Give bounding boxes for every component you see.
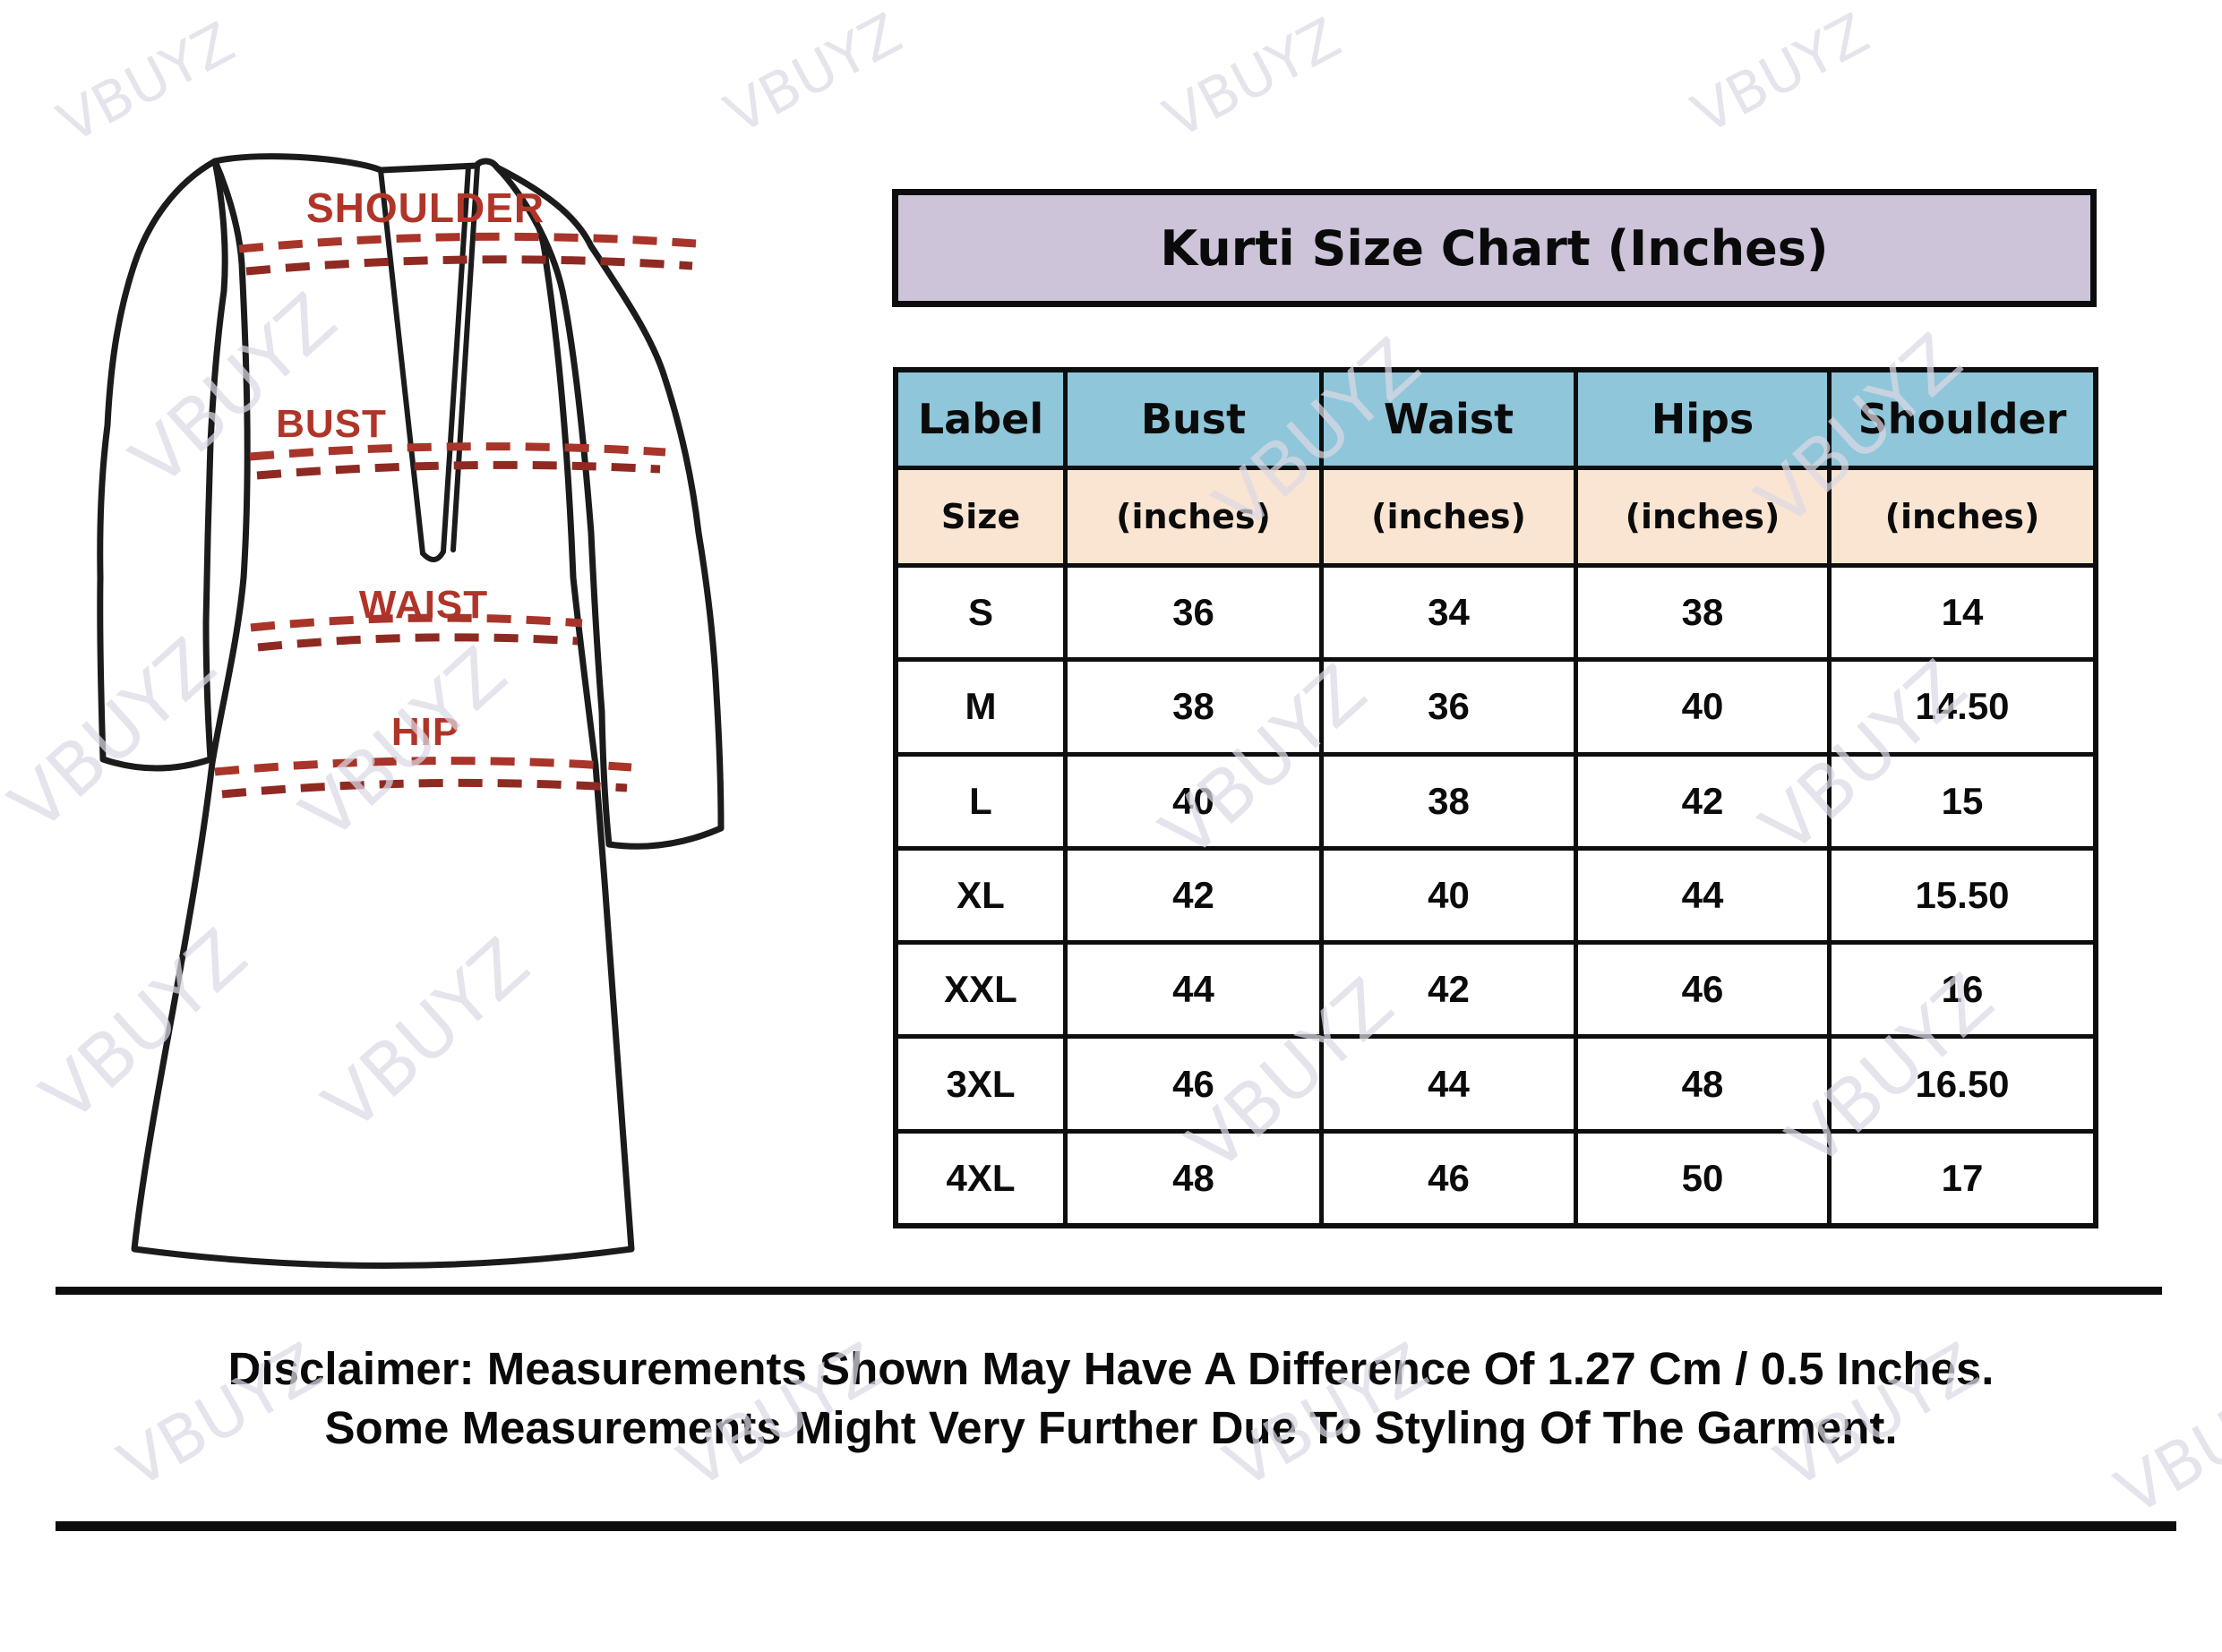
watermark-text: VBUYZ bbox=[1681, 0, 1880, 147]
disclaimer-text: Disclaimer: Measurements Shown May Have … bbox=[0, 1340, 2222, 1458]
subheader-cell-inches: (inches) bbox=[1068, 470, 1319, 563]
neck-slit-outer-line bbox=[450, 163, 480, 552]
cell-xl-hips: 44 bbox=[1578, 850, 1827, 941]
header-cell-label: Label bbox=[898, 372, 1063, 466]
cell-xl-waist: 40 bbox=[1324, 850, 1574, 941]
cell-size-3xl: 3XL bbox=[898, 1039, 1063, 1129]
chart-title-banner: Kurti Size Chart (Inches) bbox=[892, 189, 2097, 307]
hip-dash-line-bottom bbox=[221, 778, 628, 799]
cell-xxl-bust: 44 bbox=[1068, 945, 1319, 1035]
watermark-text: VBUYZ bbox=[47, 9, 245, 156]
subheader-cell-size: Size bbox=[898, 470, 1063, 563]
watermark-text: VBUYZ bbox=[714, 0, 913, 147]
shoulder-label: SHOULDER bbox=[306, 184, 545, 231]
cell-xxl-waist: 42 bbox=[1324, 945, 1574, 1035]
cell-l-waist: 38 bbox=[1324, 756, 1574, 846]
cell-size-l: L bbox=[898, 756, 1063, 846]
waist-dash-line-bottom bbox=[257, 633, 579, 652]
cell-size-m: M bbox=[898, 662, 1063, 752]
disclaimer-line-2: Some Measurements Might Very Further Due… bbox=[324, 1402, 1898, 1453]
shoulder-dash-line-top bbox=[238, 232, 697, 253]
disclaimer-line-1: Disclaimer: Measurements Shown May Have … bbox=[227, 1343, 1995, 1394]
cell-s-waist: 34 bbox=[1324, 568, 1574, 658]
cell-3xl-hips: 48 bbox=[1578, 1039, 1827, 1129]
cell-xl-bust: 42 bbox=[1068, 850, 1319, 941]
bust-dash-line-top bbox=[249, 442, 666, 461]
cell-s-bust: 36 bbox=[1068, 568, 1319, 658]
cell-m-shoulder: 14.50 bbox=[1832, 662, 2093, 752]
garment-diagram: SHOULDER BUST WAIST HIP bbox=[97, 153, 725, 1269]
cell-size-xxl: XXL bbox=[898, 945, 1063, 1035]
subheader-cell-inches: (inches) bbox=[1578, 470, 1827, 563]
cell-xxl-hips: 46 bbox=[1578, 945, 1827, 1035]
neck-slit-right-line bbox=[441, 164, 471, 554]
divider-line-top bbox=[56, 1287, 2162, 1295]
neck-slit-left-line bbox=[378, 167, 425, 556]
cell-size-4xl: 4XL bbox=[898, 1133, 1063, 1223]
hip-label: HIP bbox=[391, 710, 459, 754]
cell-m-bust: 38 bbox=[1068, 662, 1319, 752]
kurti-left-sleeve bbox=[97, 158, 228, 772]
divider-line-bottom bbox=[56, 1521, 2176, 1531]
cell-3xl-waist: 44 bbox=[1324, 1039, 1574, 1129]
cell-4xl-hips: 50 bbox=[1578, 1133, 1827, 1223]
hip-dash-line-top bbox=[214, 757, 632, 776]
cell-4xl-shoulder: 17 bbox=[1832, 1133, 2093, 1223]
cell-l-bust: 40 bbox=[1068, 756, 1319, 846]
cell-s-shoulder: 14 bbox=[1832, 568, 2093, 658]
cell-l-shoulder: 15 bbox=[1832, 756, 2093, 846]
subheader-cell-inches: (inches) bbox=[1324, 470, 1574, 563]
cell-xxl-shoulder: 16 bbox=[1832, 945, 2093, 1035]
header-cell-shoulder: Shoulder bbox=[1832, 372, 2093, 466]
header-cell-hips: Hips bbox=[1578, 372, 1827, 466]
subheader-cell-inches: (inches) bbox=[1832, 470, 2093, 563]
waist-dash-line-top bbox=[250, 613, 583, 632]
cell-m-waist: 36 bbox=[1324, 662, 1574, 752]
cell-4xl-bust: 48 bbox=[1068, 1133, 1319, 1223]
cell-l-hips: 42 bbox=[1578, 756, 1827, 846]
chart-title: Kurti Size Chart (Inches) bbox=[1160, 219, 1829, 277]
shoulder-dash-line-bottom bbox=[245, 255, 693, 276]
cell-3xl-bust: 46 bbox=[1068, 1039, 1319, 1129]
cell-size-s: S bbox=[898, 568, 1063, 658]
header-cell-waist: Waist bbox=[1324, 372, 1574, 466]
bust-dash-line-bottom bbox=[256, 460, 661, 480]
cell-xl-shoulder: 15.50 bbox=[1832, 850, 2093, 941]
watermark-text: VBUYZ bbox=[1153, 4, 1351, 151]
cell-s-hips: 38 bbox=[1578, 568, 1827, 658]
cell-3xl-shoulder: 16.50 bbox=[1832, 1039, 2093, 1129]
bust-label: BUST bbox=[276, 402, 387, 446]
cell-size-xl: XL bbox=[898, 850, 1063, 941]
cell-4xl-waist: 46 bbox=[1324, 1133, 1574, 1223]
size-chart-table: Label Bust Waist Hips Shoulder Size (inc… bbox=[893, 367, 2098, 1228]
header-cell-bust: Bust bbox=[1068, 372, 1319, 466]
cell-m-hips: 40 bbox=[1578, 662, 1827, 752]
neck-slit-bottom-curve bbox=[420, 549, 446, 562]
kurti-right-sleeve bbox=[493, 164, 725, 850]
